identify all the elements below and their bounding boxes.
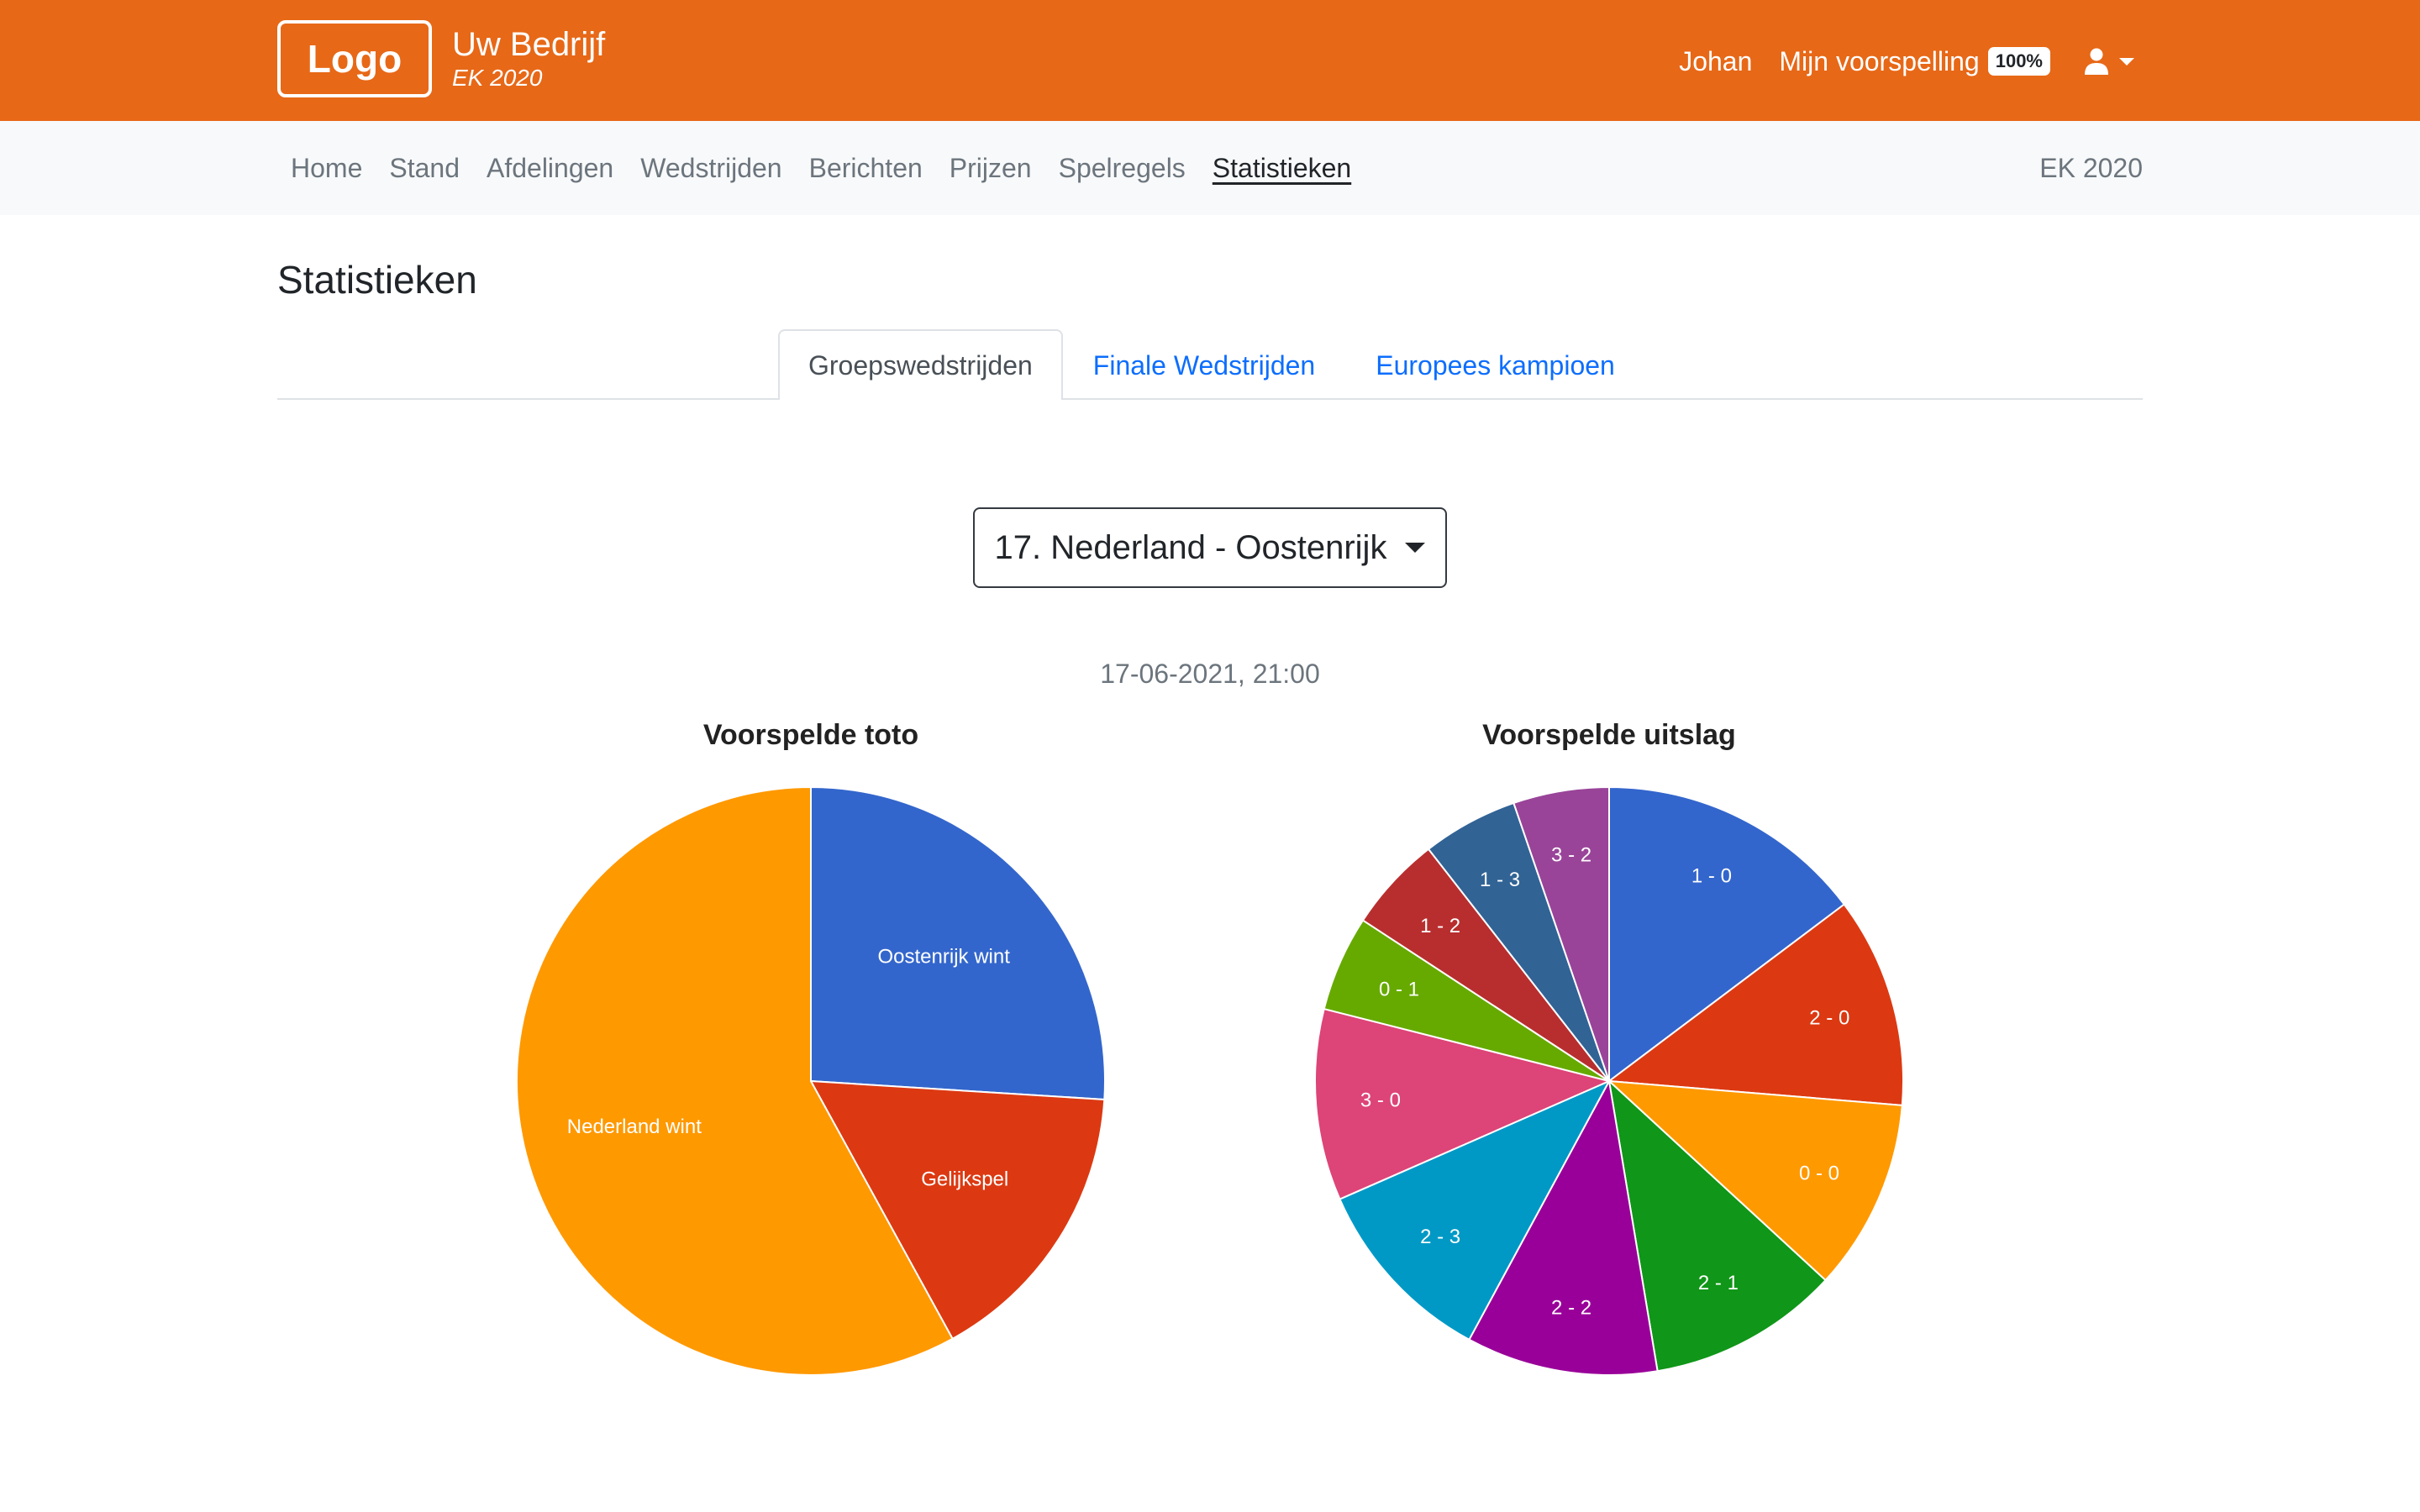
toto-slice-label-0: Oostenrijk wint — [877, 945, 1010, 968]
match-select-dropdown[interactable]: 17. Nederland - Oostenrijk — [973, 507, 1447, 588]
chevron-down-icon — [2119, 57, 2134, 66]
uitslag-slice-label-4: 2 - 2 — [1551, 1296, 1591, 1319]
nav-item-spelregels[interactable]: Spelregels — [1058, 152, 1186, 183]
uitslag-slice-label-3: 2 - 1 — [1698, 1272, 1739, 1294]
tab-europees-kampioen[interactable]: Europees kampioen — [1376, 349, 1615, 381]
company-block: Uw Bedrijf EK 2020 — [452, 25, 605, 92]
uitslag-slice-5[interactable] — [1339, 1079, 1612, 1341]
chart-title-uitslag: Voorspelde uitslag — [1482, 719, 1736, 751]
uitslag-slice-1[interactable] — [1607, 903, 1904, 1106]
uitslag-slice-label-1: 2 - 0 — [1809, 1006, 1849, 1029]
chevron-down-icon — [1405, 543, 1426, 553]
uitslag-slice-label-10: 3 - 2 — [1551, 844, 1591, 867]
company-subtitle: EK 2020 — [452, 65, 543, 91]
nav-item-wedstrijden[interactable]: Wedstrijden — [640, 152, 782, 183]
chart-title-toto: Voorspelde toto — [702, 719, 919, 751]
pie-chart-toto: Oostenrijk wint Gelijkspel Nederland wint — [516, 785, 1106, 1376]
uitslag-slice-label-8: 1 - 2 — [1420, 915, 1460, 937]
toto-slice-0[interactable] — [810, 785, 1106, 1101]
nav-item-stand[interactable]: Stand — [389, 152, 460, 183]
uitslag-slice-label-6: 3 - 0 — [1360, 1089, 1401, 1112]
uitslag-slice-label-0: 1 - 0 — [1691, 865, 1732, 888]
user-menu-dropdown[interactable] — [2084, 48, 2134, 75]
uitslag-slice-label-5: 2 - 3 — [1420, 1226, 1460, 1248]
logo[interactable]: Logo — [277, 20, 432, 97]
user-icon — [2085, 48, 2108, 75]
nav-item-berichten[interactable]: Berichten — [808, 152, 923, 183]
my-prediction-link[interactable]: Mijn voorspelling 100% — [1779, 46, 2050, 77]
nav-item-statistieken[interactable]: Statistieken — [1212, 152, 1352, 183]
user-area: Johan Mijn voorspelling 100% — [1679, 40, 2134, 82]
uitslag-slice-10[interactable] — [1512, 785, 1610, 1082]
main-nav: Home Stand Afdelingen Wedstrijden Berichten P… — [0, 121, 2420, 215]
nav-item-afdelingen[interactable]: Afdelingen — [486, 152, 614, 183]
toto-slice-2[interactable] — [516, 785, 954, 1376]
match-date: 17-06-2021, 21:00 — [1100, 659, 1320, 689]
prediction-progress-badge: 100% — [1987, 47, 2050, 76]
toto-slice-1[interactable] — [809, 1079, 1106, 1341]
uitslag-slice-6[interactable] — [1314, 1007, 1612, 1200]
page-title: Statistieken — [277, 258, 477, 302]
uitslag-slice-4[interactable] — [1468, 1078, 1659, 1376]
toto-slice-label-2: Nederland wint — [567, 1116, 702, 1138]
uitslag-slice-2[interactable] — [1607, 1079, 1903, 1282]
uitslag-slice-3[interactable] — [1607, 1079, 1827, 1373]
nav-item-prijzen[interactable]: Prijzen — [949, 152, 1032, 183]
nav-tournament-label[interactable]: EK 2020 — [2039, 152, 2143, 183]
company-name: Uw Bedrijf — [452, 26, 606, 63]
tabs-divider — [277, 398, 2143, 400]
pie-chart-uitslag: 1 - 0 2 - 0 0 - 0 2 - 1 2 - 2 2 - 3 3 - 0 0 - 1… — [1314, 785, 1904, 1376]
toto-slice-label-1: Gelijkspel — [921, 1168, 1008, 1190]
stat-tabs: Groepswedstrijden Finale Wedstrijden Europ… — [778, 329, 1645, 400]
uitslag-slice-0[interactable] — [1608, 785, 1846, 1084]
tab-groepswedstrijden[interactable]: Groepswedstrijden — [778, 329, 1063, 400]
match-select-value: 17. Nederland - Oostenrijk — [994, 528, 1387, 566]
uitslag-slice-label-9: 1 - 3 — [1480, 869, 1520, 891]
uitslag-slice-label-2: 0 - 0 — [1799, 1163, 1839, 1185]
my-prediction-label: Mijn voorspelling — [1779, 45, 1980, 76]
user-name-link[interactable]: Johan — [1679, 45, 1753, 76]
tab-finale-wedstrijden[interactable]: Finale Wedstrijden — [1092, 349, 1316, 381]
uitslag-slice-label-7: 0 - 1 — [1379, 978, 1419, 1000]
top-header: Logo Uw Bedrijf EK 2020 Johan Mijn voors… — [0, 0, 2420, 121]
nav-items: Home Stand Afdelingen Wedstrijden Berichten P… — [277, 121, 1365, 215]
nav-item-home[interactable]: Home — [291, 152, 363, 183]
